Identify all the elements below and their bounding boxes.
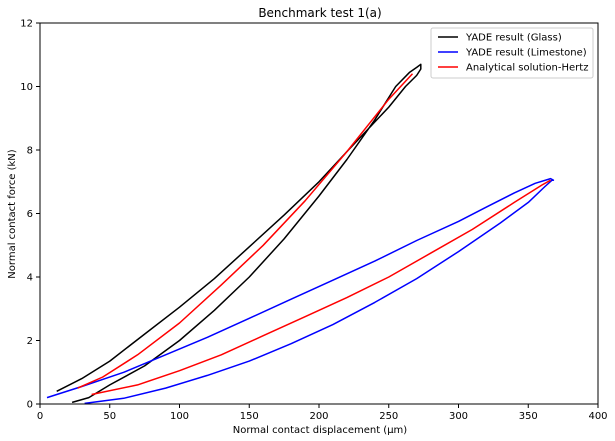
x-tick-label: 350	[519, 411, 538, 422]
y-tick-label: 2	[27, 336, 33, 347]
legend: YADE result (Glass) YADE result (Limeston…	[430, 27, 594, 79]
y-axis: 0 2 4 6 8 10 12	[20, 19, 40, 411]
x-axis-label: Normal contact displacement (μm)	[233, 425, 408, 436]
series-line-3	[91, 179, 551, 396]
x-tick-label: 200	[309, 411, 328, 422]
y-axis-label: Normal contact force (kN)	[7, 149, 18, 278]
x-tick-label: 250	[379, 411, 398, 422]
x-tick-label: 300	[449, 411, 468, 422]
series-line-1	[46, 177, 555, 405]
y-tick-label: 6	[27, 209, 33, 220]
series-line-2	[77, 73, 414, 389]
legend-label: YADE result (Glass)	[465, 33, 562, 44]
legend-label: Analytical solution-Hertz	[466, 63, 588, 74]
series-layer	[46, 63, 555, 405]
y-tick-label: 4	[27, 273, 33, 284]
x-tick-label: 50	[103, 411, 116, 422]
x-tick-label: 400	[588, 411, 607, 422]
legend-box	[430, 27, 594, 79]
y-tick-label: 0	[27, 400, 33, 411]
chart-title: Benchmark test 1(a)	[258, 6, 381, 20]
y-tick-label: 10	[20, 82, 33, 93]
legend-label: YADE result (Limestone)	[465, 48, 587, 59]
x-tick-label: 100	[170, 411, 189, 422]
y-tick-label: 12	[20, 19, 33, 30]
series-line-0	[56, 63, 422, 404]
x-tick-label: 0	[37, 411, 43, 422]
x-axis: 0 50 100 150 200 250 300 350 400	[37, 404, 608, 422]
x-tick-label: 150	[240, 411, 259, 422]
y-tick-label: 8	[27, 146, 33, 157]
